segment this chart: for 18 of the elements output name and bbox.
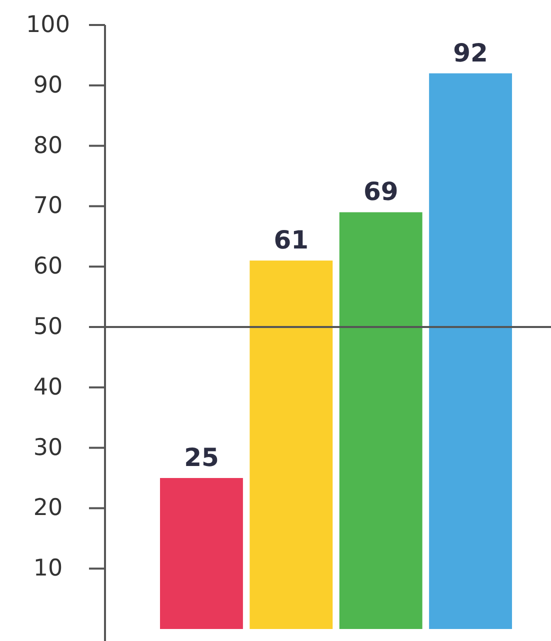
- y-tick-label: 90: [33, 72, 63, 98]
- y-tick-label: 50: [33, 314, 63, 340]
- y-tick-label: 10: [33, 556, 63, 582]
- data-label: 92: [453, 38, 488, 68]
- y-tick-label: 30: [33, 434, 63, 461]
- bar: [250, 260, 333, 629]
- data-label: 61: [274, 226, 309, 255]
- y-tick-label: 20: [33, 495, 63, 522]
- data-label: 69: [363, 177, 398, 206]
- y-tick-label: 100: [26, 12, 70, 38]
- y-tick-label: 80: [33, 132, 63, 159]
- data-label: 25: [184, 443, 219, 472]
- bar: [160, 478, 243, 629]
- y-tick-label: 70: [33, 193, 63, 220]
- y-tick-label: 40: [33, 374, 63, 400]
- y-tick-label: 60: [33, 254, 63, 280]
- bar: [429, 73, 512, 629]
- bar: [339, 212, 422, 629]
